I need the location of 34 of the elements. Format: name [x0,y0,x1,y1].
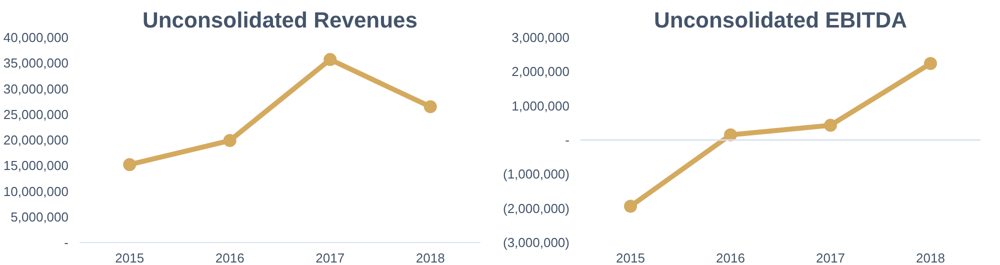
y-tick-label: (3,000,000) [503,235,570,250]
x-tick-label: 2017 [316,250,345,265]
y-tick-label: 1,000,000 [512,98,570,114]
chart-title: Unconsolidated Revenues [142,8,418,32]
y-tick-label: - [64,235,69,250]
point [624,200,637,213]
y-tick-label: 3,000,000 [512,30,570,45]
x-tick-label: 2018 [416,250,445,265]
y-tick-label: (2,000,000) [503,200,570,216]
x-tick-label: 2016 [716,250,745,265]
y-tick-label: - [565,132,570,148]
point [424,100,437,114]
point [324,53,337,66]
y-tick-label: 5,000,000 [10,209,69,224]
x-tick-label: 2018 [916,250,945,265]
point [724,128,737,142]
y-tick-label: 40,000,000 [3,30,69,45]
y-tick-label: 15,000,000 [3,158,69,174]
y-tick-label: 25,000,000 [3,106,69,122]
y-tick-label: 10,000,000 [3,184,69,199]
point [123,158,136,172]
y-tick-label: (1,000,000) [503,166,570,182]
point [924,56,937,70]
y-tick-label: 35,000,000 [3,56,69,71]
y-tick-label: 30,000,000 [3,81,69,96]
chart-title: Unconsolidated EBITDA [654,8,908,32]
x-tick-label: 2015 [115,250,144,265]
point [824,118,837,132]
x-tick-label: 2017 [816,250,845,265]
x-tick-label: 2015 [616,250,645,265]
x-tick-label: 2016 [215,250,244,265]
y-tick-label: 20,000,000 [3,132,69,148]
point [223,134,236,147]
y-tick-label: 2,000,000 [512,64,570,80]
